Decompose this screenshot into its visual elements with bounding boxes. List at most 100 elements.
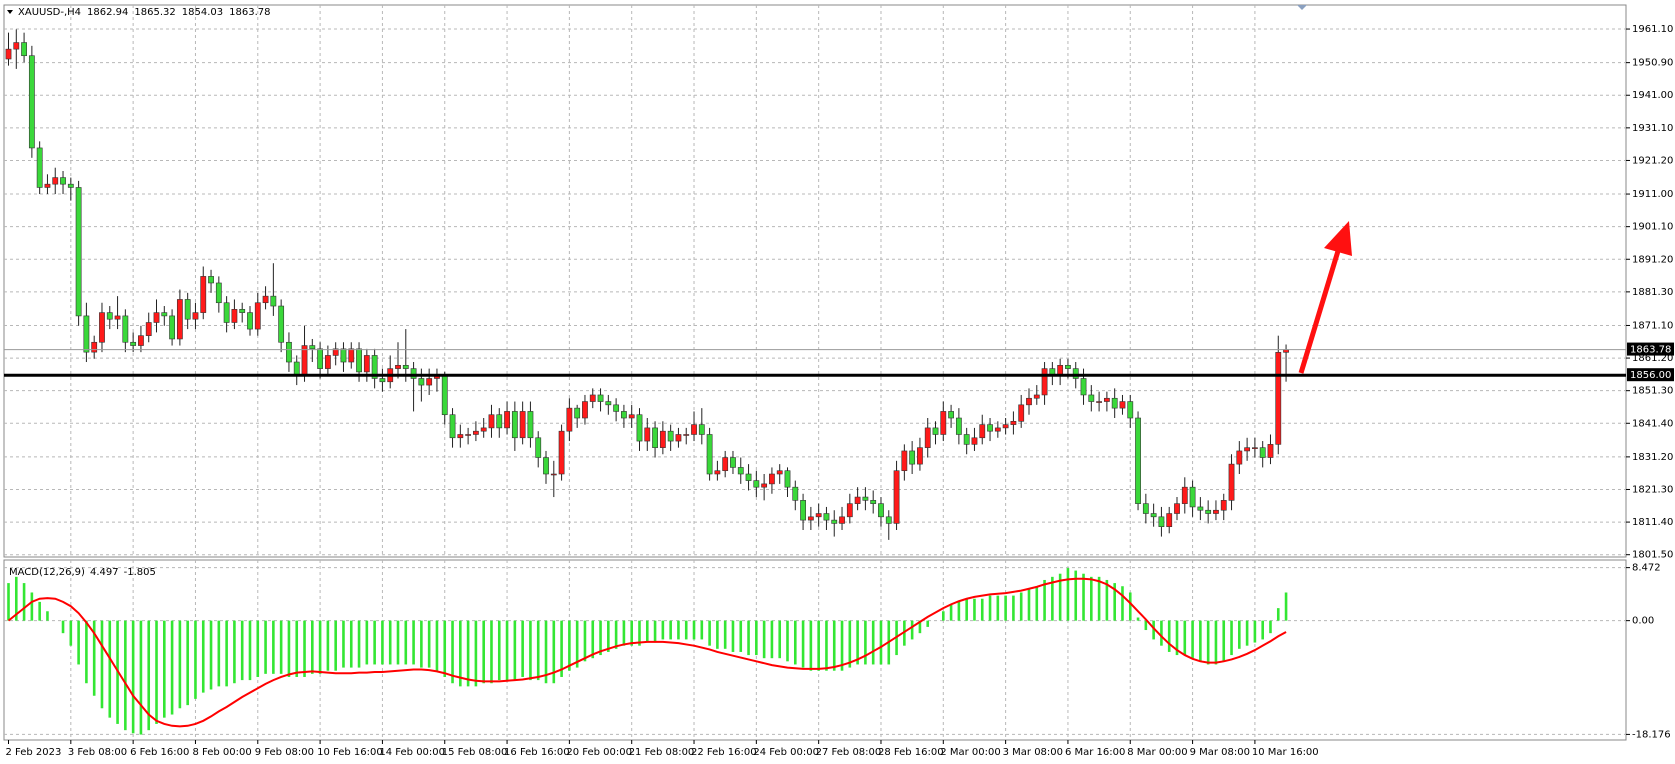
y-tick-label: 1811.40 (1632, 517, 1673, 528)
candle-body (558, 430, 565, 475)
macd-bar (661, 620, 665, 640)
y-tick-label: 1861.20 (1632, 353, 1673, 364)
shift-marker[interactable] (1297, 5, 1307, 10)
x-tick-label: 9 Mar 08:00 (1190, 747, 1250, 758)
candle-body (99, 312, 105, 343)
macd-bar (1035, 586, 1039, 621)
x-tick-label: 8 Feb 00:00 (192, 747, 251, 758)
candle-body (1111, 397, 1118, 409)
macd-bar (85, 620, 88, 684)
macd-bar (700, 620, 704, 640)
main-panel (3, 4, 1627, 558)
macd-bar (396, 620, 400, 665)
candle-body (395, 365, 401, 369)
candle-body (582, 401, 588, 419)
macd-bar (256, 620, 260, 677)
macd-bar (1027, 589, 1031, 621)
candle-body (1119, 401, 1126, 409)
macd-bar (645, 620, 649, 643)
candle-body (1135, 417, 1141, 504)
x-tick-label: 16 Feb 16:00 (504, 747, 570, 758)
macd-bar (949, 605, 953, 621)
candle-body (776, 470, 783, 475)
candle-body (963, 434, 970, 445)
candle-body (480, 427, 487, 432)
candle-body (1072, 368, 1079, 379)
candle-body (1220, 500, 1227, 511)
macd-bar (638, 620, 641, 646)
candle-body (659, 430, 666, 448)
candle-body (1103, 397, 1110, 402)
macd-bar (669, 620, 672, 640)
macd-bar (233, 620, 236, 684)
candle-body (753, 480, 760, 488)
macd-bar (1090, 576, 1093, 621)
macd-bar (1245, 620, 1249, 646)
y-tick-label: 1931.10 (1632, 123, 1673, 134)
candle-body (932, 427, 939, 435)
candle-body (1205, 509, 1212, 514)
candle-body (200, 276, 207, 313)
candle-body (745, 473, 752, 481)
macd-bar (1097, 576, 1101, 621)
candle-body (1080, 378, 1087, 396)
candle-body (550, 473, 557, 476)
candle-body (621, 411, 627, 419)
candle-body (340, 348, 347, 363)
candle-body (1267, 444, 1274, 458)
level-label: 1856.00 (1630, 370, 1671, 381)
candle-body (138, 335, 144, 346)
macd-bar (653, 620, 657, 643)
y-tick-label: 1831.20 (1632, 452, 1673, 463)
y-tick-label: 1881.30 (1632, 287, 1673, 298)
y-tick-label: 1821.30 (1632, 484, 1673, 495)
macd-bar (747, 620, 750, 656)
candle-body (465, 434, 472, 436)
candle-body (410, 368, 417, 379)
macd-bar (817, 620, 820, 671)
x-tick-label: 15 Feb 08:00 (442, 747, 508, 758)
macd-bar (918, 620, 922, 634)
candle-body (1041, 368, 1048, 396)
candle-body (1127, 401, 1134, 419)
candle-body (737, 467, 744, 475)
macd-bar (1238, 620, 1241, 649)
y-tick-label: 1801.50 (1632, 550, 1673, 561)
macd-bar (412, 620, 415, 665)
y-tick-label: 1871.10 (1632, 320, 1673, 331)
y-tick-label: 1911.00 (1632, 189, 1673, 200)
candle-body (231, 309, 238, 323)
bid-label: 1863.78 (1630, 345, 1671, 356)
candle-body (426, 378, 433, 386)
macd-bar (871, 620, 875, 665)
macd-bar (357, 620, 361, 668)
macd-bar (404, 620, 408, 665)
symbol-menu-icon[interactable] (7, 10, 13, 14)
candle-body (683, 434, 690, 436)
candle-body (332, 348, 339, 356)
candle-body (317, 348, 323, 369)
macd-bar (825, 620, 828, 671)
macd-bar (1128, 592, 1132, 621)
macd-panel (3, 559, 1627, 741)
candle-body (418, 378, 425, 386)
candle-body (792, 486, 799, 501)
candle-body (994, 427, 1001, 432)
candle-body (5, 48, 12, 60)
candle-body (44, 183, 51, 188)
macd-bar (69, 620, 73, 646)
macd-bar (311, 620, 314, 674)
candle-body (800, 500, 806, 521)
macd-bar (1167, 620, 1171, 652)
macd-bar (739, 620, 743, 652)
macd-bar (147, 620, 151, 731)
candle-body (831, 519, 838, 524)
x-tick-label: 28 Feb 16:00 (878, 747, 944, 758)
macd-bar (1175, 620, 1179, 656)
macd-bar (832, 620, 836, 671)
candle-body (52, 177, 59, 185)
macd-bar (988, 595, 992, 621)
macd-bar (973, 598, 976, 621)
candle-body (1236, 450, 1243, 465)
macd-bar (1206, 620, 1210, 665)
